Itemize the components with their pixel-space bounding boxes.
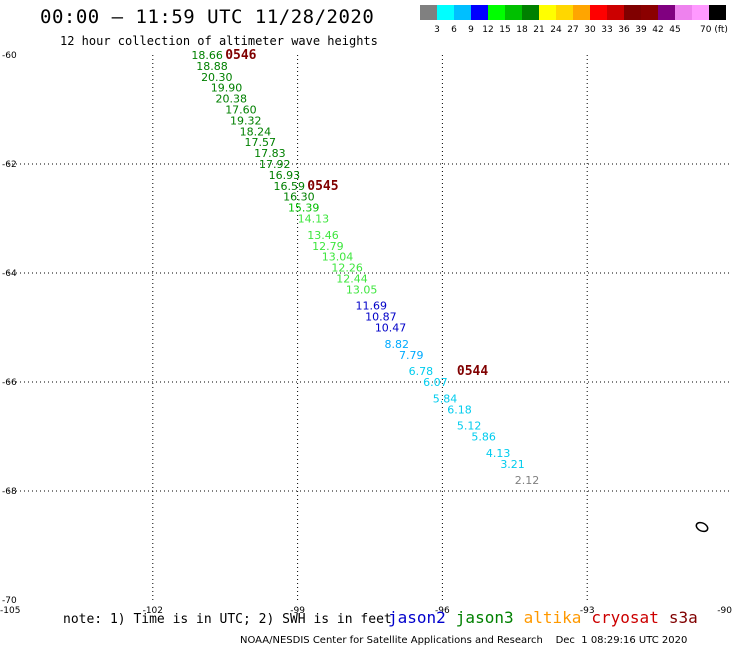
colorbar-label: 30	[584, 25, 596, 35]
colorbar-swatch	[641, 5, 658, 20]
colorbar-swatch	[420, 5, 437, 20]
swh-value: 17.60	[225, 104, 257, 117]
colorbar-label: 36	[618, 25, 630, 35]
swh-value: 13.05	[346, 283, 378, 296]
lat-tick-label: -64	[2, 269, 17, 279]
swh-value: 10.47	[375, 322, 407, 335]
colorbar-label: 18	[516, 25, 528, 35]
colorbar-label: 24	[550, 25, 562, 35]
colorbar-swatch	[675, 5, 692, 20]
swh-value: 20.38	[216, 93, 248, 106]
swh-value: 3.21	[500, 458, 525, 471]
swh-value: 13.04	[322, 251, 354, 264]
colorbar-label: 27	[567, 25, 579, 35]
colorbar-swatch	[454, 5, 471, 20]
colorbar-label: 42	[652, 25, 664, 35]
swh-value: 6.18	[447, 403, 472, 416]
colorbar-label: 39	[635, 25, 647, 35]
colorbar-swatch	[607, 5, 624, 20]
swh-value: 15.39	[288, 202, 320, 215]
colorbar-label: 6	[451, 25, 457, 35]
colorbar-swatch	[556, 5, 573, 20]
swh-value: 19.32	[230, 114, 262, 127]
swh-value: 18.24	[240, 125, 272, 138]
swh-value: 2.12	[515, 474, 540, 487]
swh-value: 5.86	[471, 431, 496, 444]
lon-tick-label: -102	[143, 606, 163, 616]
colorbar-swatch	[658, 5, 675, 20]
colorbar-swatch	[709, 5, 726, 20]
swh-value: 7.79	[399, 349, 424, 362]
colorbar-swatch	[471, 5, 488, 20]
map-subtitle: 12 hour collection of altimeter wave hei…	[60, 34, 378, 48]
legend-item-jason2: jason2	[388, 608, 446, 627]
pass-time-label: 0545	[307, 179, 338, 194]
colorbar-label: 15	[499, 25, 511, 35]
lon-tick-label: -90	[717, 606, 732, 616]
legend-item-cryosat: cryosat	[591, 608, 659, 627]
colorbar-swatch	[539, 5, 556, 20]
credit-footer: NOAA/NESDIS Center for Satellite Applica…	[240, 635, 688, 646]
lon-tick-label: -96	[435, 606, 450, 616]
swh-value: 12.44	[336, 272, 368, 285]
swh-value: 17.57	[245, 136, 276, 149]
colorbar-swatch	[573, 5, 590, 20]
swh-value: 19.90	[211, 82, 243, 95]
swh-value: 14.13	[298, 213, 330, 226]
swh-value: 12.79	[312, 240, 344, 253]
colorbar-label: 9	[468, 25, 474, 35]
lat-tick-label: -62	[2, 160, 17, 170]
colorbar-label: 21	[533, 25, 545, 35]
colorbar-swatch	[437, 5, 454, 20]
swh-value: 12.26	[331, 262, 363, 275]
swh-value: 11.69	[356, 300, 388, 313]
island-outline	[695, 521, 709, 533]
colorbar-label: 12	[482, 25, 494, 35]
swh-value: 6.07	[423, 376, 448, 389]
swh-value: 17.83	[254, 147, 286, 160]
pass-time-label: 0546	[225, 48, 256, 63]
swh-value: 20.30	[201, 71, 233, 84]
lat-tick-label: -68	[2, 487, 17, 497]
colorbar-label: 3	[434, 25, 440, 35]
lon-tick-label: -105	[0, 606, 20, 616]
lat-tick-label: -66	[2, 378, 17, 388]
swh-value: 16.93	[269, 169, 301, 182]
swh-value: 10.87	[365, 311, 397, 324]
colorbar-swatch	[624, 5, 641, 20]
lat-tick-label: -70	[2, 596, 17, 606]
swh-value: 16.30	[283, 191, 315, 204]
pass-time-label: 0544	[457, 364, 488, 379]
colorbar-swatch	[505, 5, 522, 20]
swh-value: 5.84	[433, 392, 458, 405]
colorbar-label: 45	[669, 25, 681, 35]
swh-value: 16.59	[273, 180, 305, 193]
colorbar-swatch	[488, 5, 505, 20]
legend-item-altika: altika	[523, 608, 582, 627]
swh-value: 17.92	[259, 158, 291, 171]
colorbar-label: 33	[601, 25, 613, 35]
swh-value: 4.13	[486, 447, 511, 460]
colorbar-label: 70 (ft)	[700, 25, 728, 35]
swh-value: 13.46	[307, 229, 339, 242]
swh-value: 5.12	[457, 420, 482, 433]
colorbar-swatch	[692, 5, 709, 20]
legend-item-s3a: s3a	[668, 608, 698, 627]
colorbar-swatch	[590, 5, 607, 20]
swh-value: 18.88	[196, 60, 228, 73]
map-title: 00:00 – 11:59 UTC 11/28/2020	[40, 6, 375, 28]
lat-tick-label: -60	[2, 51, 17, 61]
colorbar-swatch	[522, 5, 539, 20]
lon-tick-label: -99	[290, 606, 305, 616]
swh-value: 18.66	[191, 49, 223, 62]
swh-value: 6.78	[409, 365, 434, 378]
legend-item-jason3: jason3	[455, 608, 514, 627]
swh-value: 8.82	[384, 338, 409, 351]
units-note: note: 1) Time is in UTC; 2) SWH is in fe…	[63, 612, 392, 627]
lon-tick-label: -93	[580, 606, 595, 616]
satellite-legend: jason2 jason3 altika cryosat s3a	[388, 608, 708, 627]
